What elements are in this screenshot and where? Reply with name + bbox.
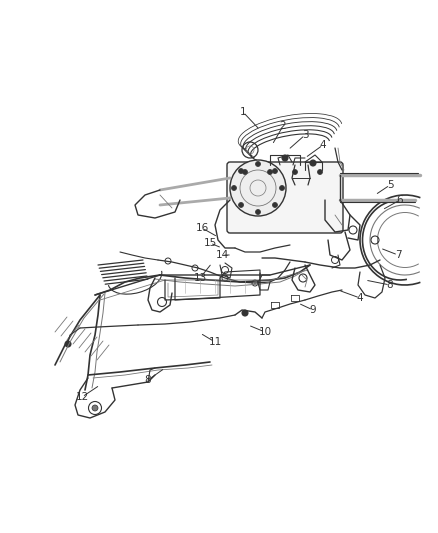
Circle shape (310, 160, 316, 166)
Text: 4: 4 (320, 140, 326, 150)
Circle shape (230, 160, 286, 216)
Circle shape (232, 185, 237, 190)
Circle shape (268, 169, 272, 174)
Circle shape (239, 203, 244, 207)
Circle shape (318, 169, 322, 174)
Circle shape (279, 185, 285, 190)
Circle shape (65, 341, 71, 347)
Circle shape (255, 161, 261, 166)
Text: 12: 12 (75, 392, 88, 402)
Text: 1: 1 (240, 107, 246, 117)
Text: 13: 13 (193, 273, 207, 283)
Circle shape (239, 168, 244, 174)
Text: 14: 14 (215, 250, 229, 260)
Text: 11: 11 (208, 337, 222, 347)
Circle shape (92, 405, 98, 411)
Text: 2: 2 (280, 121, 286, 131)
Text: 15: 15 (203, 238, 217, 248)
Text: 8: 8 (387, 280, 393, 290)
Text: 4: 4 (357, 293, 363, 303)
Text: 16: 16 (195, 223, 208, 233)
Circle shape (255, 209, 261, 214)
Text: 8: 8 (145, 375, 151, 385)
Circle shape (293, 169, 297, 174)
Text: 7: 7 (395, 250, 401, 260)
Circle shape (272, 203, 277, 207)
Circle shape (272, 168, 277, 174)
Circle shape (242, 310, 248, 316)
Text: 6: 6 (397, 195, 403, 205)
Text: 3: 3 (302, 130, 308, 140)
FancyBboxPatch shape (227, 162, 343, 233)
Text: 10: 10 (258, 327, 272, 337)
Circle shape (282, 155, 288, 161)
Circle shape (243, 169, 247, 174)
Text: 5: 5 (387, 180, 393, 190)
Text: 9: 9 (310, 305, 316, 315)
